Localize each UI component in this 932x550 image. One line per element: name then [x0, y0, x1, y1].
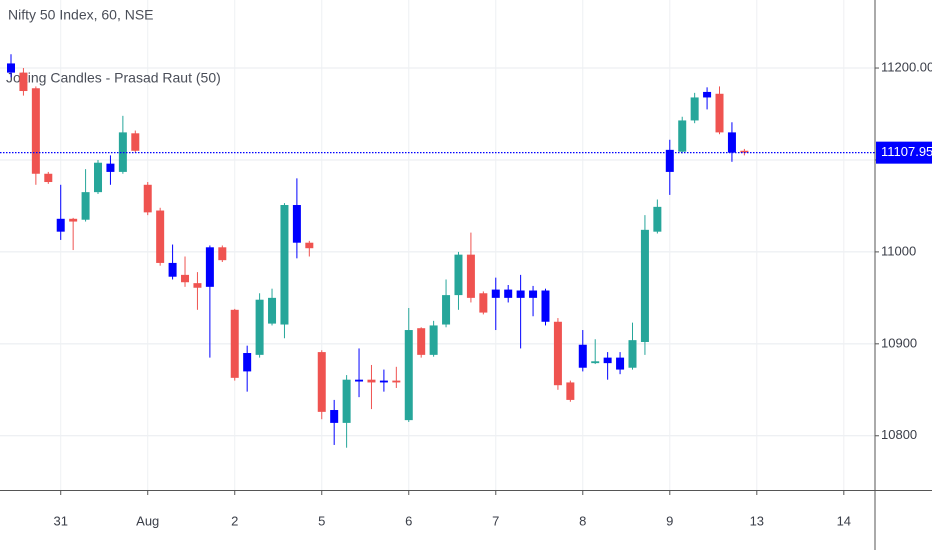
- candle-body: [268, 297, 277, 324]
- candle-body: [69, 218, 78, 222]
- candle-body: [131, 133, 140, 151]
- candle-body: [342, 379, 351, 423]
- candle-body: [653, 206, 662, 232]
- candle-body: [491, 289, 500, 298]
- candle-body: [379, 380, 388, 383]
- candle-body: [44, 173, 53, 183]
- candle-body: [504, 289, 513, 298]
- candle-body: [454, 254, 463, 296]
- x-tick-label: 31: [53, 513, 67, 528]
- last-price-box: [876, 141, 932, 164]
- candle-body: [367, 379, 376, 383]
- x-tick-label: 13: [750, 513, 764, 528]
- y-tick-label: 11200.00: [881, 59, 932, 74]
- axes: 10800 10900 11000 11200.00 31 Aug 2 5 6 7 8 9 13 14 11…: [53, 59, 932, 528]
- last-price-label: 11107.95: [881, 144, 932, 159]
- candle-body: [118, 132, 127, 172]
- candle-body: [230, 309, 239, 378]
- y-tick-label: 10800: [881, 427, 917, 442]
- y-tick-label: 10900: [881, 335, 917, 350]
- indicator-label: Joking Candles - Prasad Raut (50): [6, 70, 221, 86]
- x-tick-label: 14: [837, 513, 851, 528]
- x-tick-label: 6: [405, 513, 412, 528]
- candle-body: [156, 210, 165, 263]
- candle-body: [541, 290, 550, 322]
- candle-body: [168, 262, 177, 277]
- candle-body: [181, 274, 190, 283]
- candle-body: [305, 242, 314, 249]
- candle-body: [429, 325, 438, 355]
- x-tick-label: 5: [318, 513, 325, 528]
- candle-body: [516, 290, 525, 298]
- candle-body: [106, 163, 115, 172]
- candle-body: [417, 328, 426, 355]
- x-tick-label: 9: [666, 513, 673, 528]
- candle-body: [355, 379, 364, 382]
- candle-body: [466, 254, 475, 298]
- candle-body: [255, 299, 264, 355]
- candle-body: [578, 344, 587, 368]
- candle-body: [740, 150, 749, 153]
- candle-body: [143, 184, 152, 213]
- candle-body: [715, 93, 724, 133]
- candle-body: [404, 330, 413, 421]
- candle-body: [703, 91, 712, 98]
- candle-body: [591, 361, 600, 364]
- candle-body: [628, 340, 637, 368]
- candle-body: [566, 382, 575, 400]
- candle-body: [81, 192, 90, 220]
- candle-body: [665, 149, 674, 172]
- candle-body: [678, 120, 687, 152]
- candle-body: [94, 162, 103, 193]
- candle-body: [330, 410, 339, 423]
- candle-body: [727, 132, 736, 153]
- candle-body: [616, 357, 625, 370]
- candle-body: [690, 97, 699, 121]
- candle-body: [442, 295, 451, 325]
- y-tick-label: 11000: [881, 243, 916, 258]
- candle-body: [218, 247, 227, 261]
- candle-body: [7, 63, 15, 73]
- x-tick-label: 7: [492, 513, 499, 528]
- candle-body: [292, 205, 301, 243]
- candle-body: [479, 293, 488, 313]
- candle-body: [193, 283, 202, 288]
- candle-body: [31, 88, 40, 174]
- candles: [0, 54, 875, 448]
- candle-body: [56, 218, 65, 232]
- x-tick-label: 8: [579, 513, 586, 528]
- candle-body: [280, 205, 289, 325]
- candle-body: [205, 247, 214, 287]
- candle-body: [317, 352, 326, 412]
- candle-body: [243, 353, 252, 372]
- x-tick-label: 2: [231, 513, 238, 528]
- chart-title: Nifty 50 Index, 60, NSE: [8, 7, 154, 23]
- candle-body: [640, 229, 649, 342]
- candle-body: [529, 290, 538, 298]
- candle-body: [553, 321, 562, 386]
- candle-body: [19, 72, 28, 92]
- candle-body: [603, 357, 612, 364]
- candle-body: [392, 380, 401, 383]
- x-tick-label: Aug: [136, 513, 159, 528]
